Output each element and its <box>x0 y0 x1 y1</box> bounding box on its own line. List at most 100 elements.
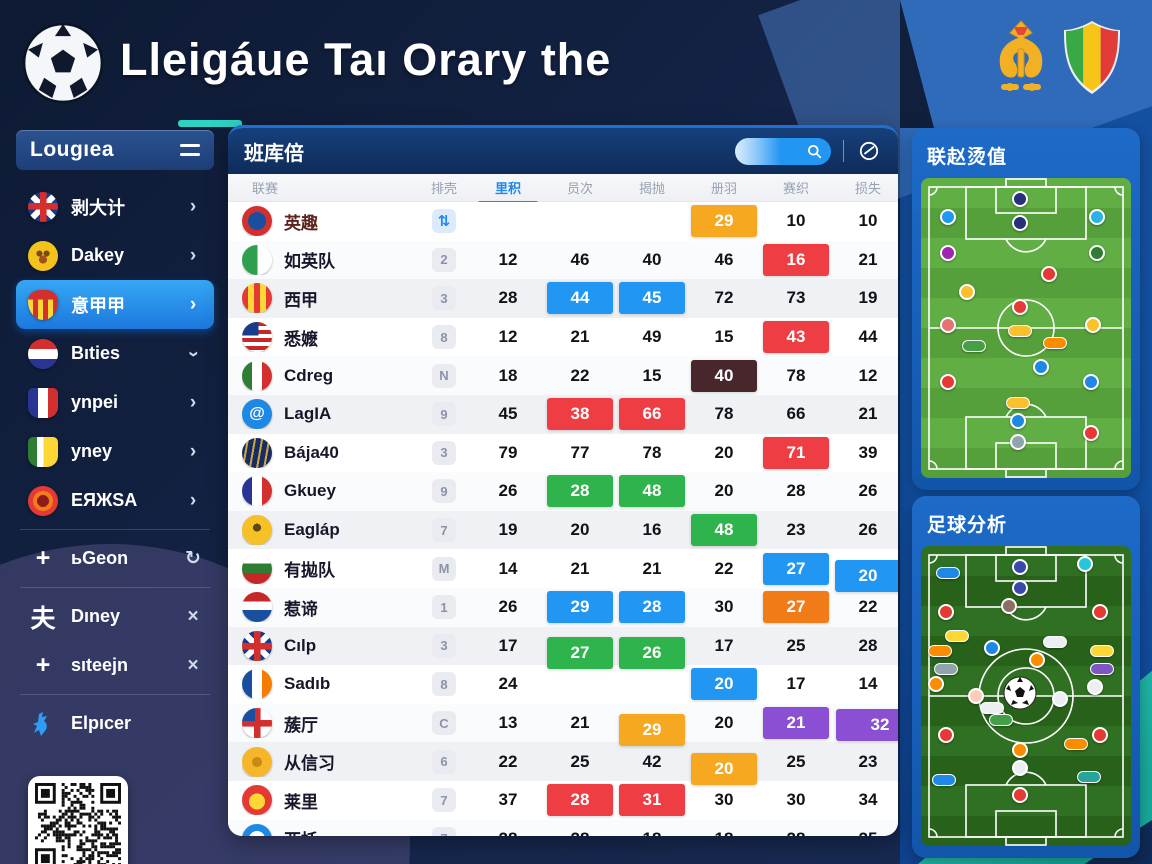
sidebar-item-2[interactable]: Dakey › <box>16 231 214 280</box>
team-badge-marker <box>1001 598 1018 614</box>
runner-icon <box>28 709 58 739</box>
stat-cell: 34 <box>858 790 878 810</box>
sidebar-item-11[interactable]: Elpıcer <box>16 699 214 748</box>
chevron-right-icon[interactable]: › <box>189 293 197 315</box>
sidebar-item-7[interactable]: ЕЯЖЅА › <box>16 476 214 525</box>
team-badge-marker <box>927 676 944 692</box>
sidebar-item-8[interactable]: + ьGeon ↻ <box>16 534 214 583</box>
close-icon[interactable]: × <box>187 654 199 676</box>
sidebar-item-3[interactable]: 意甲甲 › <box>16 280 214 329</box>
highlighted-stat: 40 <box>691 359 757 392</box>
sidebar-item-5[interactable]: ynpei › <box>16 378 214 427</box>
sidebar-item-10[interactable]: + sıteejn × <box>16 641 214 690</box>
stat-cell: 66 <box>786 404 806 424</box>
column-header-7[interactable]: 赛织 <box>782 181 809 196</box>
table-row[interactable]: Sadıb 8 24 20 17 14 <box>228 665 898 704</box>
rank-chip: 8 <box>432 325 456 350</box>
table-row[interactable]: Eagláp 7 19 20 16 48 23 26 <box>228 510 898 550</box>
team-cell: Eagláp <box>242 515 416 546</box>
close-icon[interactable]: × <box>187 605 199 627</box>
team-badge-marker <box>1011 787 1028 803</box>
column-header-4[interactable]: 员次 <box>566 181 593 196</box>
sidebar-item-4[interactable]: Bıties › <box>16 329 214 378</box>
team-cell: 有拋队 <box>242 553 416 584</box>
sidebar-item-6[interactable]: yney › <box>16 427 214 476</box>
rank-chip: 9 <box>432 402 456 427</box>
stat-cell: 73 <box>786 288 806 308</box>
team-badge-marker <box>1032 359 1049 375</box>
team-badge-marker <box>1089 645 1114 657</box>
stat-cell: 20 <box>688 665 760 704</box>
table-row[interactable]: 西甲 3 28 44 45 72 73 19 <box>228 279 898 318</box>
sidebar-header[interactable]: Lougıea <box>16 130 214 170</box>
table-row[interactable]: 亚托7282818182825 <box>228 819 898 836</box>
table-row[interactable]: Cılp 3 17 27 26 17 25 28 <box>228 626 898 669</box>
chevron-right-icon[interactable]: › <box>189 489 197 511</box>
table-row[interactable]: @ LagIA 9 45 38 66 78 66 21 <box>228 394 898 434</box>
stat-cell: 39 <box>858 442 878 462</box>
stat-cell: 12 <box>498 327 518 347</box>
team-badge-icon <box>242 437 272 468</box>
stat-cell: 21 <box>570 713 590 733</box>
highlighted-stat: 31 <box>619 784 685 817</box>
stat-cell: 25 <box>786 635 806 655</box>
table-row[interactable]: 惹谛 1 26 29 28 30 27 22 <box>228 587 898 627</box>
table-row[interactable]: 英趣 ⇅ 29 10 10 <box>228 202 898 241</box>
stat-cell: 32 <box>832 704 898 743</box>
team-badge-icon <box>242 476 272 507</box>
chevron-right-icon[interactable]: › <box>189 440 197 462</box>
qr-code <box>28 776 128 864</box>
column-header-3[interactable]: 里积 <box>472 178 544 205</box>
column-header-2[interactable]: 排壳 <box>430 181 457 196</box>
stat-cell: 14 <box>498 558 518 578</box>
chevron-right-icon[interactable]: › <box>189 195 197 217</box>
chevron-down-icon[interactable]: › <box>182 350 204 357</box>
sidebar-items: 剥大计 › Dakey › 意甲甲 › Bıties › ynpei › yney › ЕЯЖЅА › + ь… <box>16 182 214 748</box>
table-row[interactable]: 如英队 2 12 46 40 46 16 21 <box>228 240 898 280</box>
sidebar: Lougıea 剥大计 › Dakey › 意甲甲 › Bıties › ynpei › yney ›… <box>16 130 214 864</box>
table-row[interactable]: Gkuey 9 26 28 48 20 28 26 <box>228 472 898 511</box>
chevron-right-icon[interactable]: › <box>189 244 197 266</box>
table-row[interactable]: 有拋队 M 14 21 21 22 27 20 <box>228 549 898 592</box>
column-header-1[interactable]: 联赛 <box>252 181 279 196</box>
table-row[interactable]: 莱里 7 37 28 31 30 30 34 <box>228 780 898 820</box>
team-badge-marker <box>1011 559 1028 575</box>
stat-cell: 20 <box>570 520 590 540</box>
stat-cell <box>544 665 616 704</box>
team-name: Cılp <box>284 635 317 655</box>
stat-cell: 45 <box>498 404 518 424</box>
table-row[interactable]: 蔟厅 C 13 21 29 20 21 32 <box>228 703 898 747</box>
team-badge-marker <box>940 209 957 225</box>
highlighted-stat: 66 <box>619 398 685 431</box>
league-info-pitch <box>921 178 1131 478</box>
team-badge-marker <box>1091 604 1108 620</box>
team-badge-icon <box>242 244 272 275</box>
stat-cell: 45 <box>616 279 688 318</box>
team-name: 有拋队 <box>284 561 335 581</box>
stat-cell: 40 <box>642 249 662 269</box>
sidebar-item-1[interactable]: 剥大计 › <box>16 182 214 231</box>
column-header-6[interactable]: 册羽 <box>710 181 737 196</box>
team-badge-marker <box>1011 760 1028 776</box>
team-badge-marker <box>927 645 952 657</box>
table-row[interactable]: Cdreg N 18 22 15 40 78 12 <box>228 356 898 395</box>
sidebar-item-9[interactable]: 夫 Dıney × <box>16 592 214 641</box>
stat-cell: 15 <box>642 365 662 385</box>
refresh-icon[interactable]: ↻ <box>185 548 201 569</box>
history-button[interactable] <box>856 138 882 164</box>
column-header-8[interactable]: 损失 <box>854 181 881 196</box>
stat-cell: 25 <box>570 751 590 771</box>
table-row[interactable]: 从信习 6 22 25 42 20 25 23 <box>228 742 898 785</box>
sidebar-item-label: Dakey <box>71 245 125 265</box>
team-badge-marker <box>1089 663 1114 675</box>
highlighted-stat: 21 <box>763 707 829 740</box>
team-badge-marker <box>1083 425 1100 441</box>
table-row[interactable]: Bája40 3 79 77 78 20 71 39 <box>228 433 898 473</box>
column-header-5[interactable]: 揭抛 <box>638 181 665 196</box>
hamburger-menu-icon[interactable] <box>180 144 200 156</box>
search-button[interactable] <box>735 137 831 165</box>
chevron-right-icon[interactable]: › <box>189 391 197 413</box>
team-badge-marker <box>934 663 959 675</box>
stat-cell: 78 <box>642 442 662 462</box>
table-row[interactable]: 悉嬷 8 12 21 49 15 43 44 <box>228 317 898 357</box>
